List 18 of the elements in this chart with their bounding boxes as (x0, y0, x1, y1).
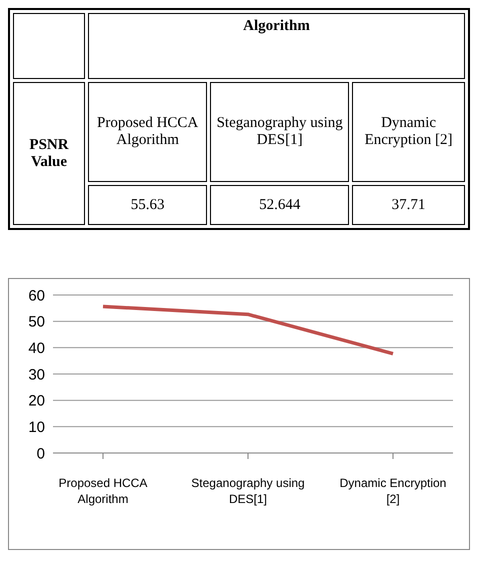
y-tick-label: 20 (28, 392, 45, 410)
text: PSNR Value (28, 136, 70, 170)
x-tick-label: Dynamic Encryption [2] (340, 476, 446, 506)
y-tick-label: 0 (36, 445, 45, 462)
category-label: Steganography using DES[1] (216, 115, 343, 148)
y-tick-label: 60 (28, 287, 45, 304)
data-label: 55.63 (88, 185, 208, 225)
y-tick-label: 30 (28, 366, 45, 384)
data-label: 37.71 (352, 185, 465, 225)
y-tick-label: 50 (28, 314, 45, 331)
x-tick-label: Proposed HCCA Algorithm (58, 476, 148, 506)
text: Algorithm (88, 13, 465, 79)
data-label: 52.644 (210, 185, 350, 225)
x-tick-label: Steganography using DES[1] (191, 476, 305, 506)
category-label: Proposed HCCA Algorithm (97, 115, 198, 148)
y-tick-label: 10 (28, 418, 45, 436)
category-label: Dynamic Encryption [2] (364, 115, 452, 148)
y-tick-label: 40 (28, 340, 45, 357)
